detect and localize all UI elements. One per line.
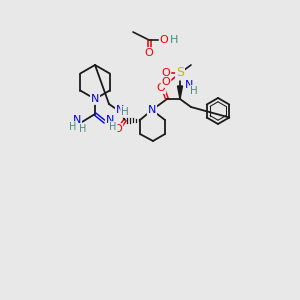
Text: H: H	[121, 107, 129, 117]
Text: S: S	[176, 67, 184, 80]
Text: O: O	[160, 35, 168, 45]
Text: H: H	[190, 86, 198, 96]
Text: O: O	[162, 68, 170, 78]
Text: H: H	[170, 35, 178, 45]
Polygon shape	[178, 86, 182, 99]
Text: O: O	[157, 83, 165, 93]
Text: O: O	[145, 48, 153, 58]
Text: H: H	[69, 122, 77, 132]
Text: H: H	[79, 124, 87, 134]
Text: N: N	[116, 105, 124, 115]
Text: N: N	[185, 80, 193, 90]
Text: N: N	[106, 115, 114, 125]
Text: O: O	[162, 77, 170, 87]
Text: N: N	[148, 105, 156, 115]
Text: N: N	[91, 94, 99, 104]
Text: O: O	[114, 124, 122, 134]
Text: H: H	[109, 122, 117, 132]
Text: N: N	[73, 115, 81, 125]
